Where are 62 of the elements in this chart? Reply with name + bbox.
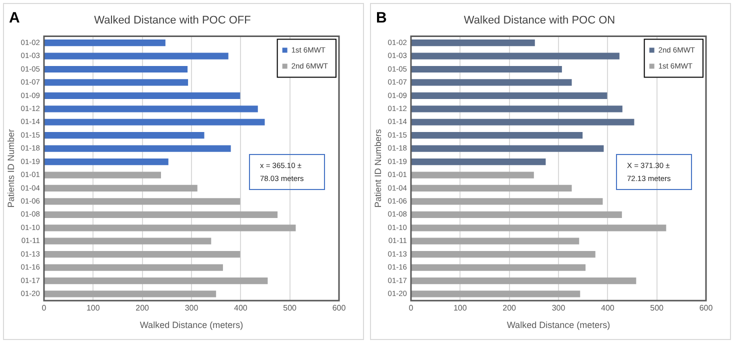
bar: [44, 172, 162, 178]
y-axis-title: Patient ID Numbers: [372, 128, 383, 208]
bar: [411, 158, 546, 166]
bar: [44, 92, 240, 99]
bar: [44, 277, 268, 284]
x-tick-label: 600: [699, 304, 714, 313]
bar: [411, 172, 534, 178]
bar: [44, 52, 228, 60]
x-tick-label: 500: [650, 304, 664, 313]
bar: [411, 40, 535, 46]
x-tick-label: 300: [184, 304, 199, 313]
bar: [411, 92, 608, 99]
x-tick-label: 200: [136, 304, 150, 313]
bar: [411, 145, 604, 152]
bar: [44, 251, 240, 258]
bar: [411, 290, 580, 298]
y-axis-title: Patients ID Number: [6, 129, 16, 208]
bar: [411, 106, 622, 112]
bar: [411, 66, 562, 73]
bar: [44, 158, 168, 166]
bar: [44, 118, 265, 126]
x-tick-label: 400: [600, 304, 615, 313]
bar: [44, 224, 296, 232]
bar: [44, 132, 204, 139]
x-tick-label: 500: [283, 304, 298, 313]
bar: [44, 211, 278, 218]
bar: [44, 106, 258, 112]
bar: [44, 264, 223, 271]
bar: [411, 251, 596, 258]
x-tick-label: 100: [86, 304, 100, 313]
x-tick-label: 200: [502, 304, 517, 313]
x-tick-label: 0: [42, 304, 47, 313]
bar: [411, 264, 586, 271]
bar: [411, 52, 620, 60]
bar: [44, 66, 188, 73]
text: A: [9, 10, 20, 27]
bar: [411, 132, 583, 139]
bar: [44, 198, 240, 205]
chart-title: Walked Distance with POC OFF: [94, 14, 252, 27]
text: B: [376, 10, 387, 27]
bar: [411, 277, 636, 284]
x-axis-title: Walked Distance (meters): [140, 320, 244, 330]
bar: [411, 79, 572, 86]
x-tick-label: 600: [332, 304, 346, 313]
bar: [44, 238, 212, 244]
bar: [44, 145, 231, 152]
bar: [44, 290, 216, 298]
bar: [44, 184, 198, 192]
bar: [411, 184, 572, 192]
chart-title: Walked Distance with POC ON: [464, 14, 616, 27]
bar: [411, 238, 580, 244]
x-axis-title: Walked Distance (meters): [506, 320, 610, 330]
x-tick-label: 300: [552, 304, 566, 313]
bar: [44, 79, 188, 86]
bar: [411, 198, 603, 205]
bar: [411, 224, 666, 232]
x-tick-label: 0: [408, 304, 414, 313]
bar: [44, 40, 166, 46]
x-tick-label: 100: [453, 304, 468, 313]
bar: [411, 211, 622, 218]
x-tick-label: 400: [234, 304, 248, 313]
bar: [411, 118, 634, 126]
